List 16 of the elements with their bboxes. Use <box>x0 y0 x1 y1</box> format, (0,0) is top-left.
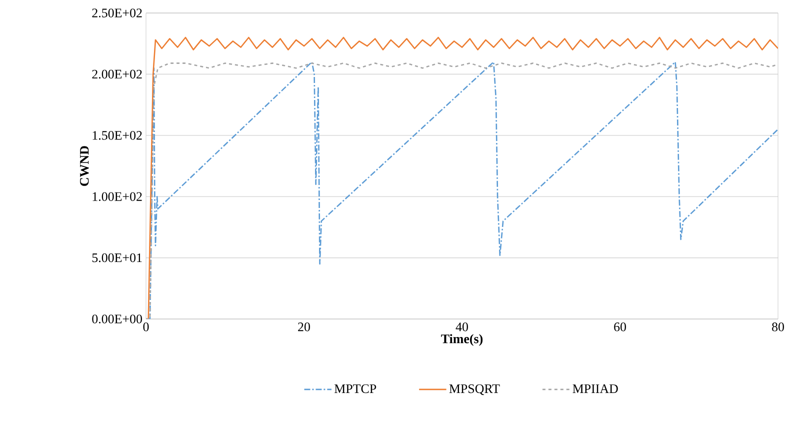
y-tick-label: 1.00E+02 <box>92 192 142 202</box>
x-tick-label: 40 <box>456 322 468 332</box>
y-tick-label: 2.00E+02 <box>92 70 142 79</box>
x-tick-label: 60 <box>614 322 626 332</box>
y-axis-title: CWND <box>80 146 89 186</box>
y-tick-label: 5.00E+01 <box>92 253 142 262</box>
x-axis-title: Time(s) <box>441 334 483 346</box>
legend-label: MPIIAD <box>572 384 618 393</box>
y-tick-label: 0.00E+00 <box>92 314 142 324</box>
x-tick-label: 80 <box>772 322 784 332</box>
x-tick-label: 20 <box>298 322 310 332</box>
x-tick-label: 0 <box>143 322 149 332</box>
y-tick-label: 2.50E+02 <box>92 8 142 18</box>
legend-label: MPSQRT <box>449 384 500 396</box>
y-tick-label: 1.50E+02 <box>92 131 142 140</box>
legend-label: MPTCP <box>334 384 376 394</box>
